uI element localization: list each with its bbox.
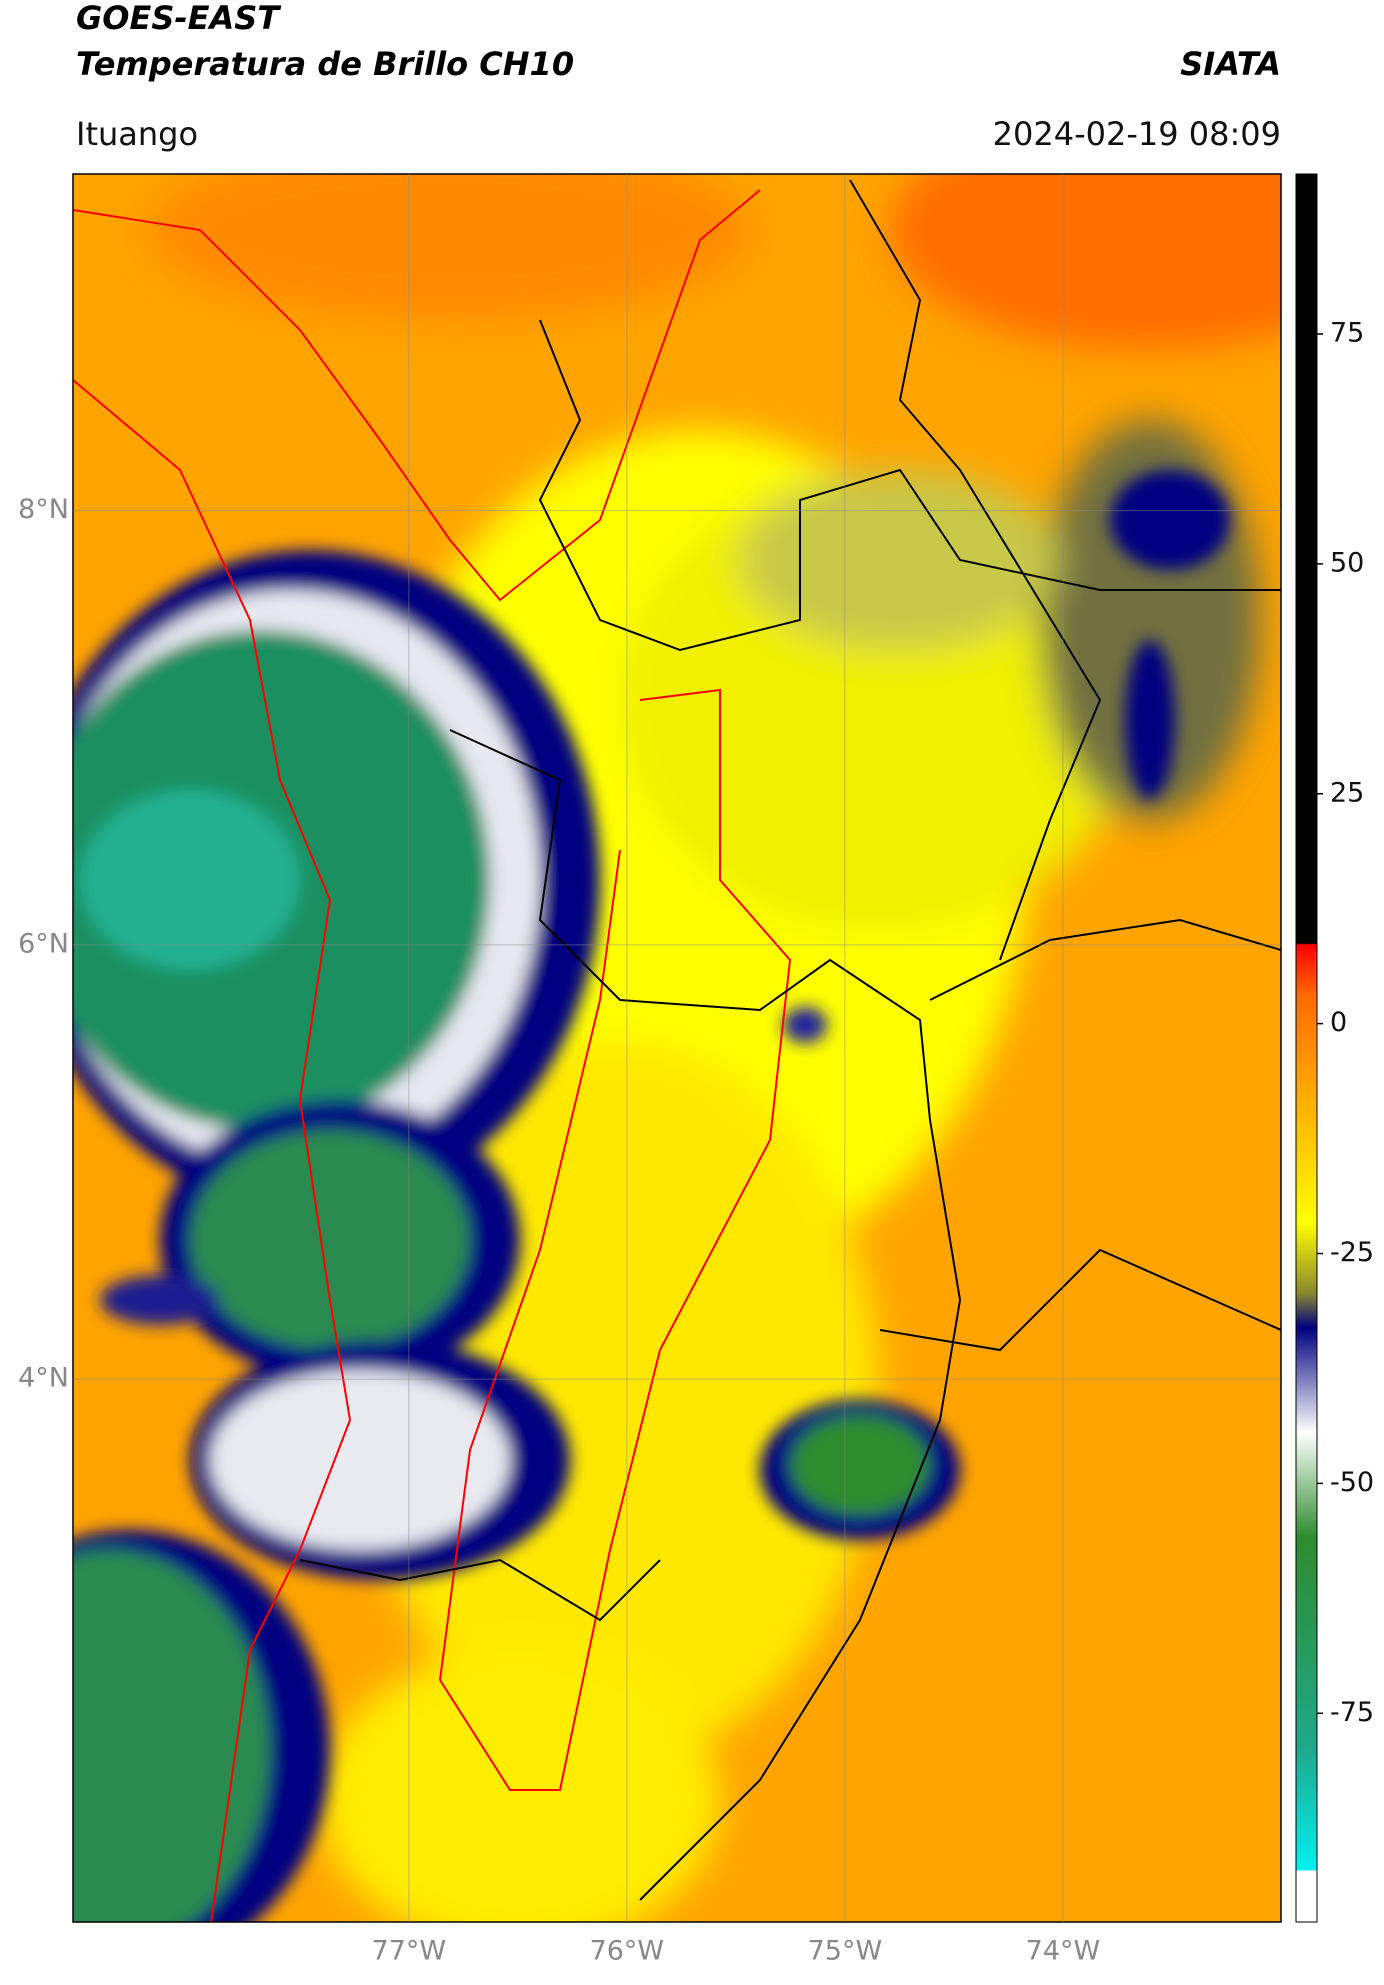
y-tick-label: 4°N bbox=[18, 1363, 69, 1394]
y-tick-label: 6°N bbox=[18, 928, 69, 959]
source: SIATA bbox=[1180, 45, 1281, 83]
colorbar-tick-label: -50 bbox=[1330, 1467, 1374, 1498]
colorbar-tick-label: 25 bbox=[1330, 777, 1364, 808]
x-tick-label: 76°W bbox=[590, 1936, 665, 1967]
y-tick-label: 8°N bbox=[18, 494, 69, 525]
title: GOES-EAST bbox=[76, 0, 281, 37]
map-frame bbox=[72, 173, 1282, 1923]
x-tick-label: 75°W bbox=[808, 1936, 883, 1967]
subtitle: Temperatura de Brillo CH10 bbox=[76, 45, 574, 83]
colorbar bbox=[1295, 173, 1318, 1923]
location: Ituango bbox=[76, 115, 198, 153]
colorbar-tick-label: 75 bbox=[1330, 317, 1364, 348]
x-tick-label: 77°W bbox=[372, 1936, 447, 1967]
colorbar-tick-label: 50 bbox=[1330, 547, 1364, 578]
datetime: 2024-02-19 08:09 bbox=[993, 115, 1281, 153]
x-tick-label: 74°W bbox=[1026, 1936, 1101, 1967]
colorbar-tick-label: -25 bbox=[1330, 1237, 1374, 1268]
map-image bbox=[73, 174, 1281, 1922]
colorbar-tick-label: -75 bbox=[1330, 1697, 1374, 1728]
colorbar-tick-label: 0 bbox=[1330, 1007, 1347, 1038]
